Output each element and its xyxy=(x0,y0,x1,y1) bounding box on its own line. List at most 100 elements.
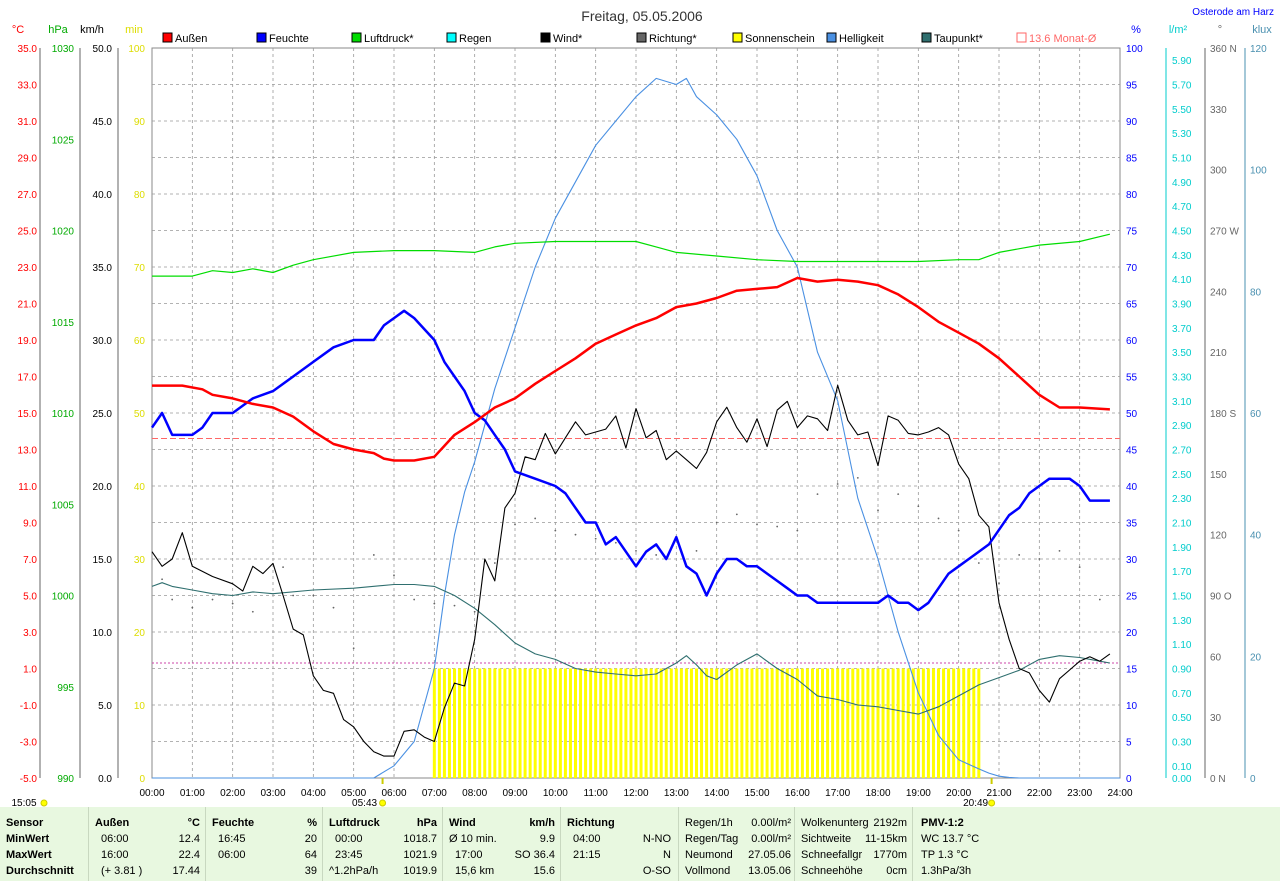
direction-tick: 30 xyxy=(1210,713,1222,724)
stats-wolken-value: 2192m xyxy=(873,817,907,829)
direction-point xyxy=(554,529,557,532)
humidity-tick: 10 xyxy=(1126,701,1138,712)
sunrise-icon xyxy=(379,799,387,807)
sun-tick: 80 xyxy=(134,190,146,201)
rain-tick: 3.90 xyxy=(1172,300,1192,311)
direction-point xyxy=(998,582,1000,585)
time-tick: 20:00 xyxy=(946,788,971,799)
stats-wind-distance-value: 15.6 xyxy=(533,865,555,877)
stats-aussen-avg-time: (+ 3.81 ) xyxy=(101,865,143,877)
stats-sicht-value: 11-15km xyxy=(865,833,907,845)
rain-tick: 1.30 xyxy=(1172,616,1192,627)
stats-wind-max-value: SO 36.4 xyxy=(514,849,555,861)
sun-tick: 70 xyxy=(134,263,146,274)
stats-luftdruck-max-time: 23:45 xyxy=(335,849,363,861)
direction-point xyxy=(332,606,335,609)
temp-tick: 19.0 xyxy=(18,336,38,347)
stats-feuchte-unit: % xyxy=(307,817,317,829)
lux-tick: 0 xyxy=(1250,774,1256,785)
stats-max-label: MaxWert xyxy=(6,849,52,861)
rain-tick: 0.50 xyxy=(1172,713,1192,724)
daystart-label: 15:05 xyxy=(11,798,36,807)
direction-point xyxy=(161,578,163,581)
rain-tick: 2.50 xyxy=(1172,470,1192,481)
pressure-tick: 1015 xyxy=(52,318,75,329)
stats-feuchte-min-value: 20 xyxy=(304,833,317,845)
humidity-unit: % xyxy=(1131,24,1141,36)
wind-unit: km/h xyxy=(80,24,104,36)
direction-tick: 240 xyxy=(1210,287,1227,298)
rain-tick: 3.10 xyxy=(1172,397,1192,408)
humidity-tick: 65 xyxy=(1126,300,1138,311)
rain-tick: 4.10 xyxy=(1172,275,1192,286)
stats-regen-day-value: 0.00l/m² xyxy=(751,833,791,845)
sun-tick: 20 xyxy=(134,628,146,639)
rain-tick: 1.90 xyxy=(1172,543,1192,554)
humidity-tick: 60 xyxy=(1126,336,1138,347)
time-tick: 07:00 xyxy=(422,788,447,799)
direction-point xyxy=(352,647,355,650)
stats-richtung-max-value: N xyxy=(663,849,671,861)
wind-tick: 45.0 xyxy=(93,117,113,128)
x-axis: 00:00 01:00 02:00 03:00 04:00 05:00 06:00 07:00… xyxy=(11,778,1133,807)
humidity-tick: 85 xyxy=(1126,154,1138,165)
direction-point xyxy=(635,549,637,552)
stats-aussen-avg-value: 17.44 xyxy=(172,865,200,877)
legend-swatch xyxy=(826,32,837,43)
temp-tick: 1.0 xyxy=(23,665,37,676)
pressure-tick: 995 xyxy=(57,683,74,694)
direction-point xyxy=(292,594,295,597)
stats-schneefall-label: Schneefallgr xyxy=(801,849,863,861)
legend-label: Außen xyxy=(175,33,207,45)
wind-tick: 25.0 xyxy=(93,409,113,420)
stats-regen-col: Regen/1h 0.00l/m² Regen/Tag 0.00l/m² Neu… xyxy=(678,807,795,881)
humidity-tick: 70 xyxy=(1126,263,1138,274)
sun-tick: 100 xyxy=(128,44,145,55)
stats-pmv-trend: 1.3hPa/3h xyxy=(921,865,972,877)
direction-point xyxy=(1038,558,1041,560)
humidity-tick: 30 xyxy=(1126,555,1138,566)
humidity-tick: 100 xyxy=(1126,44,1143,55)
sun-tick: 30 xyxy=(134,555,146,566)
direction-tick: 120 xyxy=(1210,531,1227,542)
humidity-tick: 15 xyxy=(1126,665,1138,676)
direction-point xyxy=(655,554,658,556)
time-tick: 13:00 xyxy=(664,788,689,799)
left-axes: °C hPa km/h min 35.0 33.0 31.0 29.0 27.0 25.0 23.0… xyxy=(12,24,146,785)
stats-feuchte-max-value: 64 xyxy=(304,849,317,861)
brightness-line xyxy=(152,77,1120,779)
direction-tick: 0 N xyxy=(1210,774,1226,785)
time-tick: 02:00 xyxy=(220,788,245,799)
sunrise-label: 05:43 xyxy=(352,798,377,807)
time-tick: 00:00 xyxy=(139,788,164,799)
stats-footer: Sensor MinWert MaxWert Durchschnitt Auße… xyxy=(0,807,1280,881)
direction-point xyxy=(776,525,779,528)
stats-wind-col: Wind km/h Ø 10 min. 9.9 17:00 SO 36.4 15… xyxy=(442,807,561,881)
stats-feuchte-head: Feuchte xyxy=(212,817,255,829)
legend-label: Regen xyxy=(459,33,491,45)
pressure-tick: 990 xyxy=(57,774,74,785)
temp-tick: -3.0 xyxy=(20,738,38,749)
direction-point xyxy=(453,604,456,607)
humidity-tick: 35 xyxy=(1126,519,1138,530)
pressure-tick: 1005 xyxy=(52,500,75,511)
direction-point xyxy=(514,523,516,526)
temp-tick: -5.0 xyxy=(20,774,38,785)
stats-luftdruck-avg-value: 1019.9 xyxy=(403,865,437,877)
stats-regen-1h-value: 0.00l/m² xyxy=(751,817,791,829)
direction-point xyxy=(473,610,476,613)
wind-tick: 30.0 xyxy=(93,336,113,347)
grid xyxy=(151,47,1121,779)
stats-schneehoehe-label: Schneehöhe xyxy=(801,865,863,877)
stats-regen-1h-label: Regen/1h xyxy=(685,817,733,829)
lux-tick: 120 xyxy=(1250,44,1267,55)
wind-tick: 10.0 xyxy=(93,628,113,639)
stats-sicht-label: Sichtweite xyxy=(801,833,852,845)
temp-tick: 21.0 xyxy=(18,300,38,311)
stats-neumond-value: 27.05.06 xyxy=(748,849,791,861)
stats-richtung-max-time: 21:15 xyxy=(573,849,601,861)
time-tick: 04:00 xyxy=(301,788,326,799)
rain-tick: 5.30 xyxy=(1172,129,1192,140)
rain-tick: 0.70 xyxy=(1172,689,1192,700)
pressure-unit: hPa xyxy=(48,24,68,36)
